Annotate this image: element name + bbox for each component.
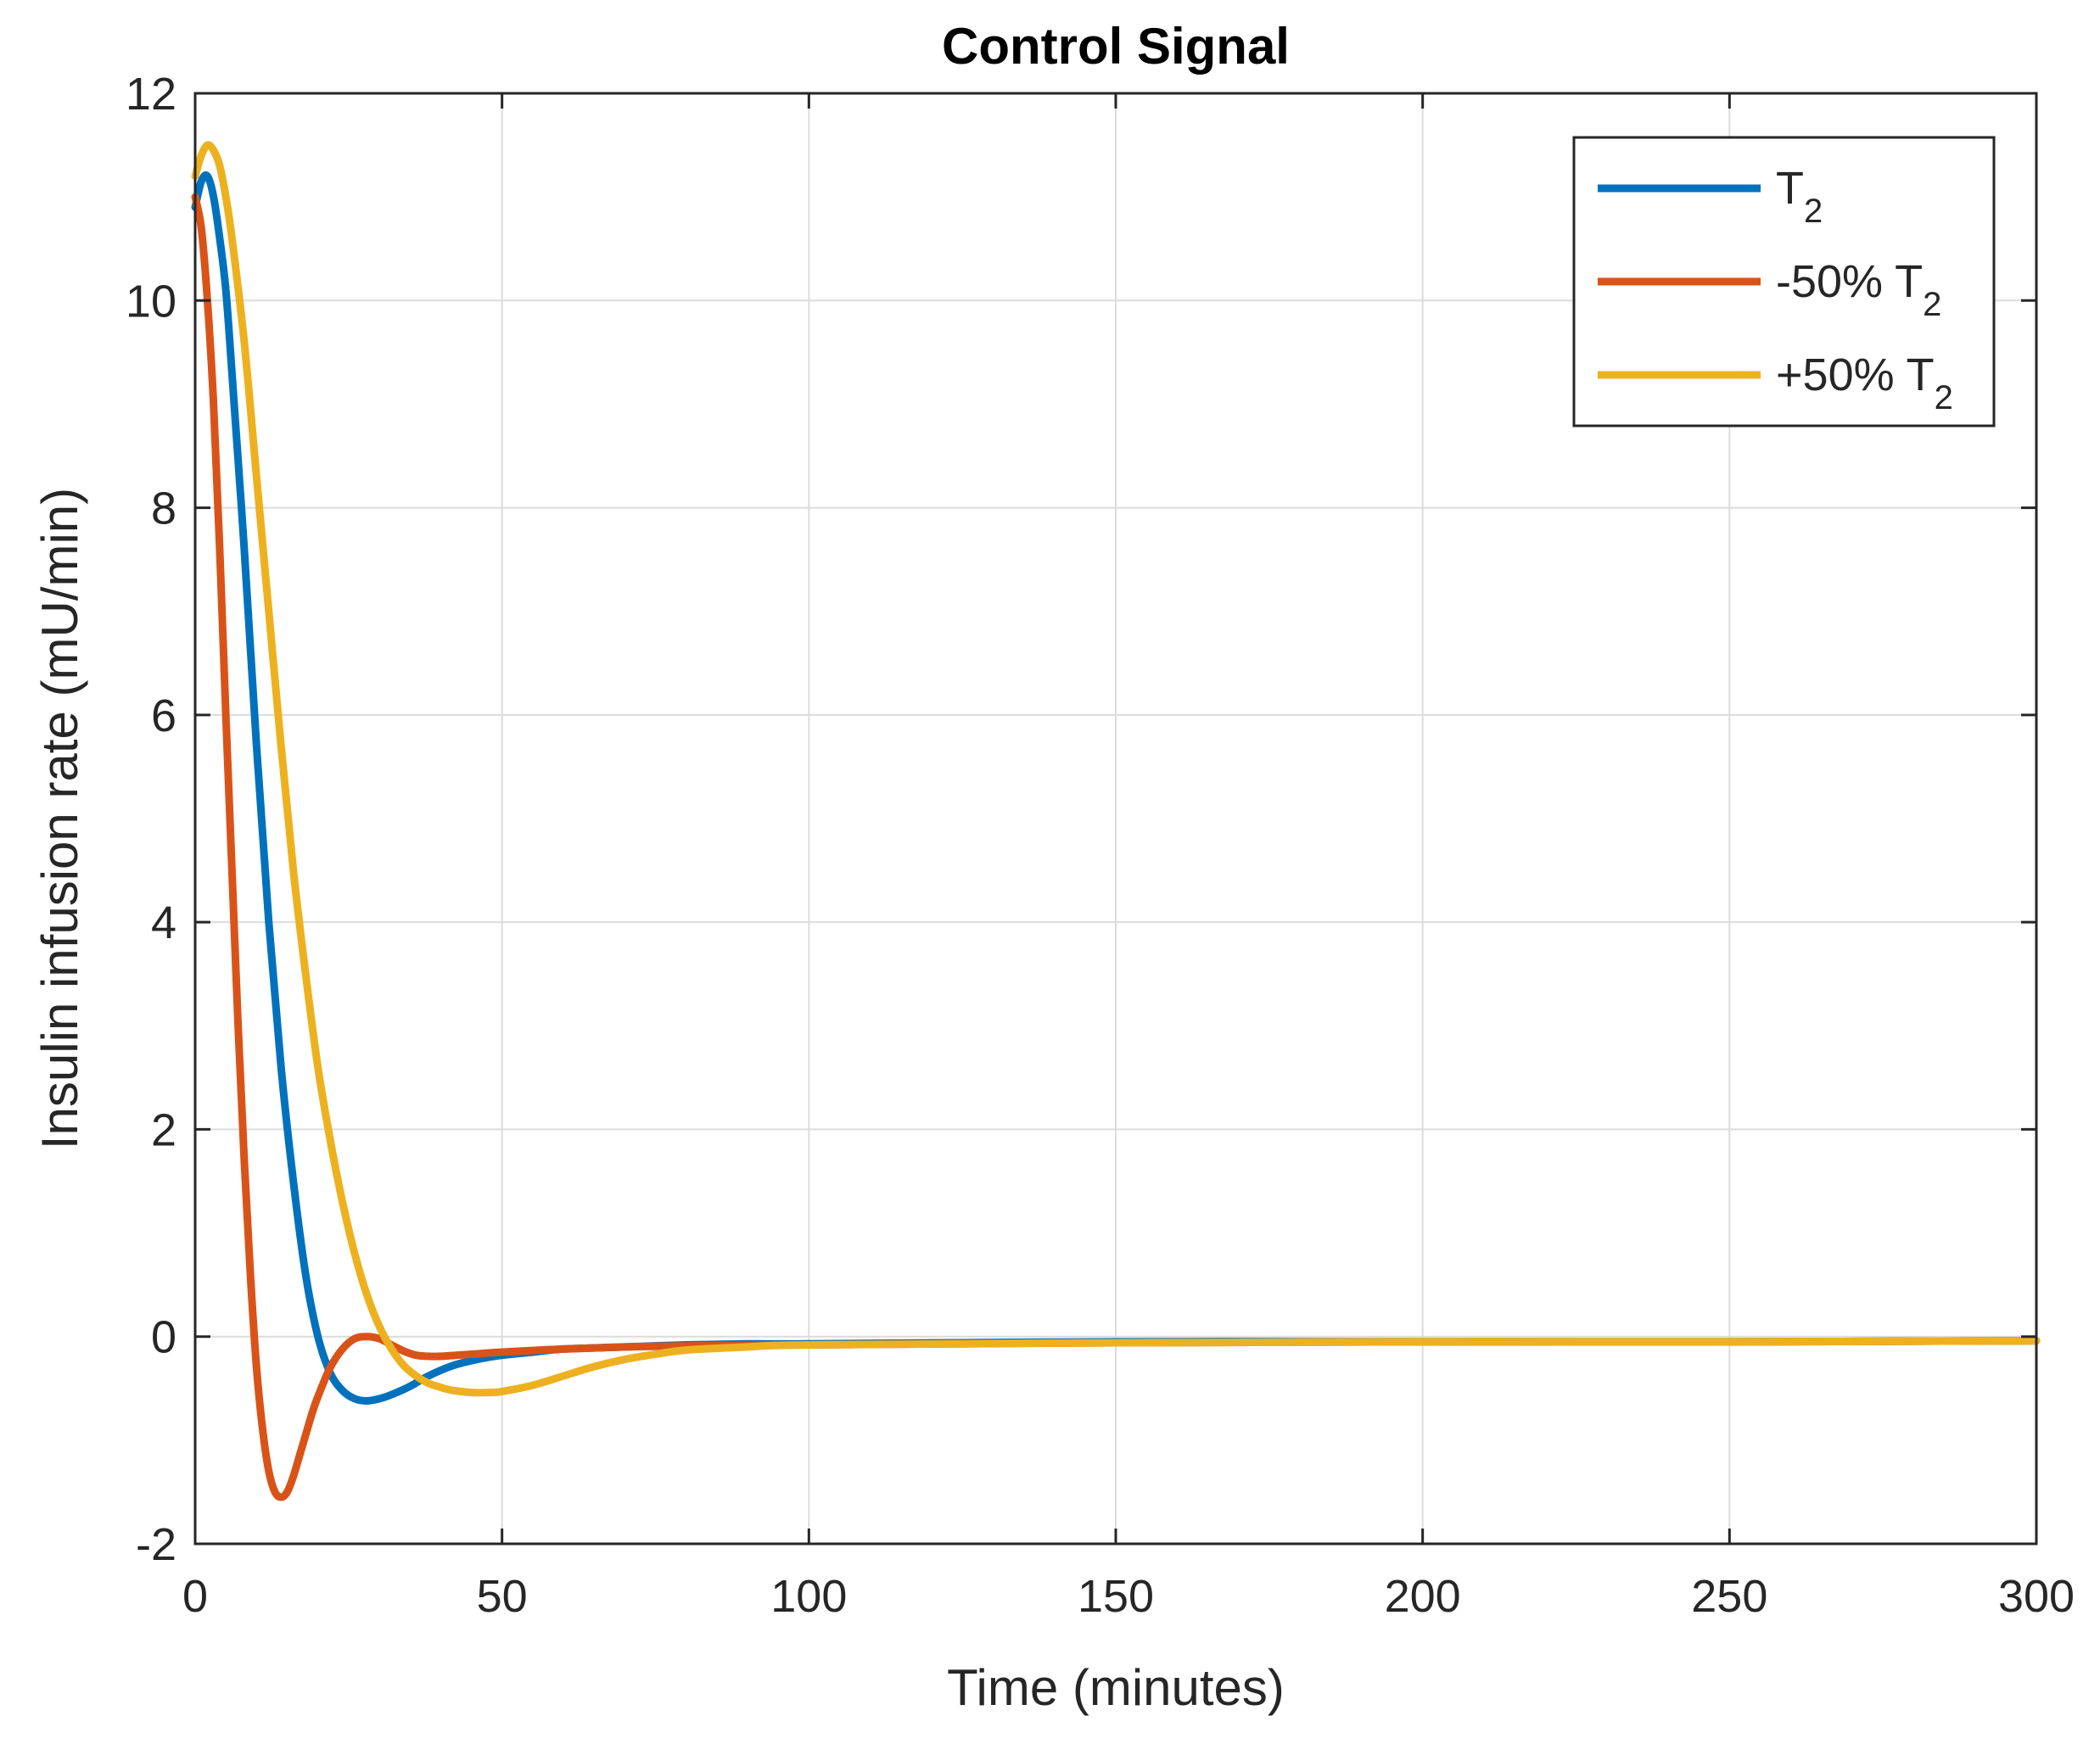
series-line-2: [191, 141, 2041, 1397]
y-tick-label: 0: [151, 1312, 176, 1363]
legend-subscript: 2: [1804, 193, 1823, 230]
x-tick-label: 250: [1691, 1571, 1767, 1622]
x-tick-label: 0: [182, 1571, 208, 1622]
x-tick-label: 50: [477, 1571, 528, 1622]
legend-subscript: 2: [1923, 286, 1941, 323]
x-tick-label: 100: [770, 1571, 847, 1622]
series-lines: [191, 141, 2041, 1501]
x-tick-label: 150: [1078, 1571, 1154, 1622]
legend: T2-50% T2+50% T2: [1572, 136, 1996, 428]
y-tick-label: 10: [126, 276, 176, 327]
chart-title: Control Signal: [942, 18, 1290, 75]
y-axis-label: Insulin infusion rate (mU/min): [31, 488, 88, 1149]
x-tick-label: 300: [1998, 1571, 2075, 1622]
y-tick-label: 6: [151, 690, 176, 741]
y-tick-label: -2: [136, 1519, 176, 1570]
x-tick-label: 200: [1385, 1571, 1461, 1622]
y-tick-label: 2: [151, 1104, 176, 1155]
legend-subscript: 2: [1935, 379, 1953, 416]
x-axis-label: Time (minutes): [947, 1659, 1285, 1716]
y-tick-label: 4: [151, 897, 176, 948]
y-tick-label: 8: [151, 484, 176, 534]
y-tick-label: 12: [126, 69, 176, 120]
